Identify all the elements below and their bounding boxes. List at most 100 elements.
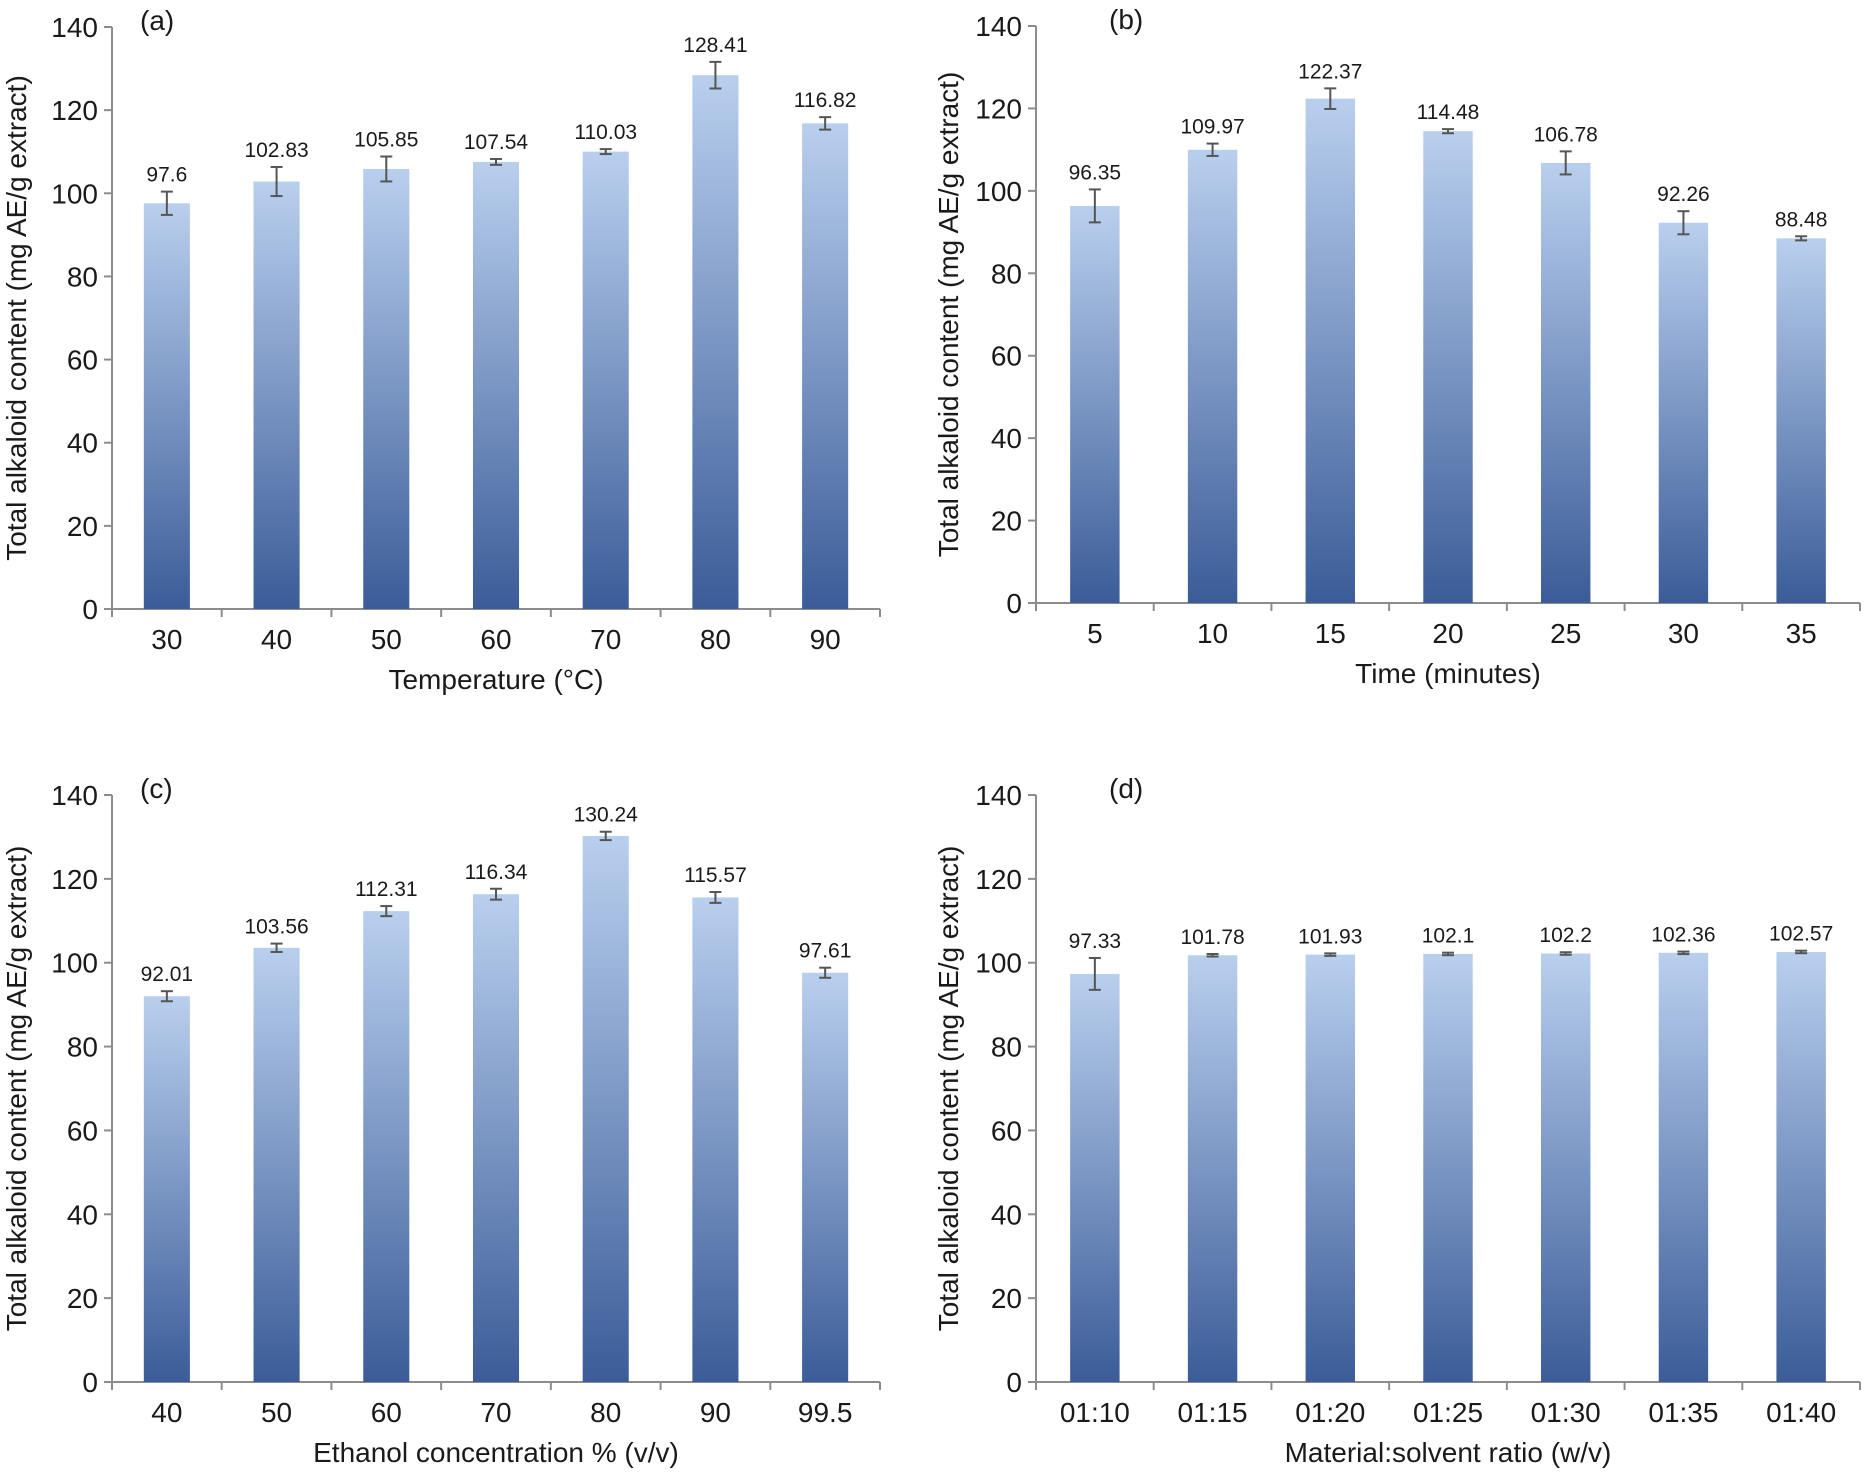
error-bar [1088, 188, 1101, 224]
data-label: 96.35 [1069, 161, 1122, 184]
x-tick-label: 70 [590, 624, 621, 655]
x-tick-label: 60 [480, 624, 511, 655]
error-bar [1206, 142, 1219, 157]
x-tick-label: 30 [1668, 618, 1699, 649]
x-tick-label: 01:35 [1648, 1397, 1718, 1428]
bar [253, 947, 300, 1382]
bar [1423, 953, 1473, 1382]
x-tick-label: 50 [371, 624, 402, 655]
y-tick-label: 100 [51, 948, 98, 979]
y-tick-label: 80 [991, 258, 1022, 289]
bar [1305, 954, 1356, 1382]
chart-panel-a: 0 20 40 60 80 100 120 140 97.6 30 102.83 40 105.85 50… [0, 0, 932, 737]
y-tick-label: 120 [51, 864, 98, 895]
chart-svg-a: 0 20 40 60 80 100 120 140 97.6 30 102.83 40 105.85 50… [1, 5, 881, 695]
x-tick-label: 35 [1786, 618, 1817, 649]
error-bar [1442, 951, 1454, 957]
bar [1776, 951, 1826, 1382]
error-bar [160, 190, 173, 216]
bar [143, 996, 190, 1382]
error-bar [1795, 235, 1808, 242]
bar [1540, 953, 1591, 1382]
error-bar [599, 830, 612, 842]
error-bar [819, 966, 832, 979]
chart-svg-b: 0 20 40 60 80 100 120 140 96.35 5 109.97 10 122.37 15… [933, 4, 1861, 689]
y-tick-label: 40 [991, 423, 1022, 454]
x-tick-label: 40 [151, 1397, 182, 1428]
data-label: 112.31 [355, 878, 418, 901]
data-label: 107.54 [464, 131, 529, 154]
x-tick-label: 5 [1087, 618, 1103, 649]
data-label: 128.41 [683, 34, 747, 57]
y-tick-label: 40 [67, 428, 98, 459]
error-bar [1677, 210, 1690, 236]
error-bar [1206, 952, 1219, 958]
x-tick-label: 80 [590, 1397, 621, 1428]
y-tick-label: 80 [67, 261, 98, 292]
x-tick-label: 01:20 [1295, 1397, 1365, 1428]
error-bar [819, 116, 832, 131]
error-bar [1442, 128, 1454, 135]
bar [363, 168, 410, 609]
x-tick-label: 80 [700, 624, 731, 655]
data-label: 102.36 [1651, 924, 1715, 947]
y-tick-label: 120 [975, 864, 1022, 895]
data-label: 102.1 [1422, 925, 1475, 948]
x-axis-title: Material:solvent ratio (w/v) [1285, 1437, 1612, 1468]
data-label: 102.83 [244, 139, 308, 162]
y-tick-label: 60 [991, 1115, 1022, 1146]
y-tick-label: 20 [991, 1283, 1022, 1314]
y-tick-label: 0 [1006, 588, 1022, 619]
data-label: 106.78 [1534, 123, 1598, 146]
data-label: 115.57 [684, 864, 747, 887]
data-label: 102.57 [1769, 923, 1833, 946]
error-bar [1088, 956, 1101, 991]
error-bar [1559, 150, 1572, 176]
x-axis-title: Ethanol concentration % (v/v) [313, 1437, 679, 1468]
x-tick-label: 20 [1432, 618, 1463, 649]
y-tick-label: 140 [51, 12, 98, 43]
error-bar [1795, 949, 1808, 955]
data-label: 110.03 [574, 121, 637, 144]
error-bar [1677, 950, 1690, 956]
x-tick-label: 01:25 [1413, 1397, 1483, 1428]
bar [143, 203, 190, 609]
x-tick-label: 01:10 [1060, 1397, 1130, 1428]
error-bar [1559, 951, 1572, 956]
error-bar [270, 942, 283, 953]
error-bar [599, 148, 612, 156]
y-tick-label: 60 [991, 341, 1022, 372]
panel-label: (c) [140, 773, 173, 804]
bar [472, 894, 520, 1382]
x-tick-label: 15 [1315, 618, 1346, 649]
bar [363, 911, 410, 1382]
bar [582, 835, 629, 1382]
bar [1305, 98, 1356, 603]
y-tick-label: 100 [51, 178, 98, 209]
bar [1658, 222, 1709, 603]
bar [1070, 205, 1120, 603]
x-axis-title: Temperature (°C) [388, 664, 603, 695]
data-label: 116.34 [465, 861, 528, 884]
bar [1187, 149, 1238, 604]
y-tick-label: 140 [975, 780, 1022, 811]
error-bar [490, 158, 502, 166]
chart-panel-b: 0 20 40 60 80 100 120 140 96.35 5 109.97 10 122.37 15… [932, 0, 1865, 737]
y-axis-title: Total alkaloid content (mg AE/g extract) [1, 75, 32, 561]
data-label: 97.6 [146, 164, 187, 187]
y-tick-label: 20 [991, 506, 1022, 537]
y-tick-label: 20 [67, 1283, 98, 1314]
y-tick-label: 0 [82, 1367, 98, 1398]
data-label: 114.48 [1417, 101, 1480, 124]
data-label: 101.93 [1298, 925, 1362, 948]
y-tick-label: 40 [67, 1199, 98, 1230]
panel-label: (d) [1109, 773, 1143, 804]
data-label: 88.48 [1775, 208, 1828, 231]
bar [692, 897, 739, 1382]
data-label: 105.85 [354, 128, 418, 151]
x-tick-label: 10 [1197, 618, 1228, 649]
bar [1540, 162, 1591, 603]
bar [472, 161, 520, 609]
data-label: 101.78 [1180, 926, 1244, 949]
